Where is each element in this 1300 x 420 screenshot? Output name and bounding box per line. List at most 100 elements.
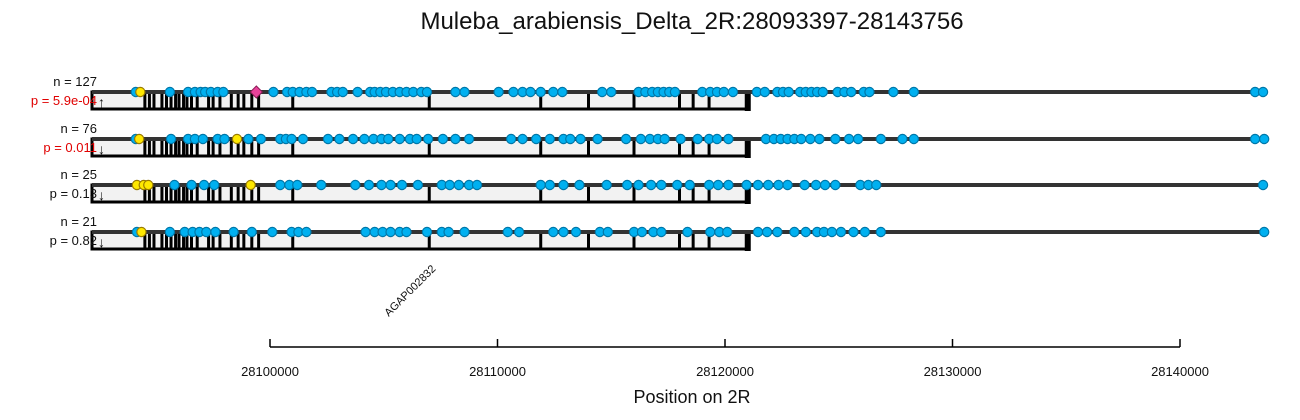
variant-point xyxy=(360,226,371,238)
variant-point xyxy=(383,133,394,145)
variant-point xyxy=(535,86,546,98)
row-n-label: n = 76 xyxy=(60,121,97,136)
variant-point xyxy=(817,86,829,98)
row-n-label: n = 25 xyxy=(60,167,97,182)
variant-point xyxy=(246,226,257,238)
variant-point xyxy=(422,133,434,145)
variant-point xyxy=(601,179,612,191)
variant-point xyxy=(692,133,703,145)
variant-point xyxy=(835,226,847,238)
variant-point xyxy=(286,133,297,145)
variant-point xyxy=(723,133,734,145)
variant-point xyxy=(334,133,345,145)
variant-point xyxy=(1258,133,1270,145)
variant-point xyxy=(897,133,908,145)
variant-point xyxy=(843,133,855,145)
x-tick-label: 28100000 xyxy=(241,364,299,379)
variant-point xyxy=(401,226,412,238)
row-n-label: n = 127 xyxy=(53,74,97,89)
variant-point xyxy=(493,86,504,98)
variant-point xyxy=(675,133,686,145)
variant-point xyxy=(350,179,361,191)
variant-point xyxy=(908,86,920,98)
variant-point xyxy=(826,226,838,238)
variant-point xyxy=(459,86,470,98)
variant-point xyxy=(875,226,887,238)
variant-point-yellow xyxy=(135,86,146,98)
variant-point xyxy=(535,179,546,191)
variant-point-yellow xyxy=(231,133,243,145)
variant-point xyxy=(711,133,723,145)
gene-label: AGAP002832 xyxy=(382,263,438,319)
variant-point xyxy=(243,133,254,145)
variant-point xyxy=(292,179,303,191)
variant-point xyxy=(602,226,614,238)
variant-point xyxy=(450,133,461,145)
variant-point xyxy=(656,226,667,238)
variant-point xyxy=(443,226,454,238)
variant-point xyxy=(201,226,212,238)
variant-point xyxy=(575,133,586,145)
x-tick-label: 28120000 xyxy=(696,364,754,379)
variant-point xyxy=(805,133,816,145)
variant-point xyxy=(557,86,568,98)
variant-point xyxy=(322,133,334,145)
row-direction-arrow: ↑ xyxy=(98,94,105,110)
variant-point xyxy=(513,226,525,238)
variant-point xyxy=(164,226,176,238)
variant-point xyxy=(705,226,716,238)
variant-point xyxy=(209,179,220,191)
variant-point xyxy=(741,179,752,191)
variant-point xyxy=(197,133,209,145)
variant-point xyxy=(1257,179,1269,191)
variant-point xyxy=(444,179,455,191)
variant-point xyxy=(810,179,822,191)
variant-point xyxy=(450,86,461,98)
variant-row: n = 127 p = 5.9e-04 ↑ xyxy=(31,74,1269,111)
variant-point xyxy=(347,133,359,145)
variant-point xyxy=(684,179,695,191)
variant-point xyxy=(517,133,528,145)
variant-point xyxy=(606,86,617,98)
variant-point xyxy=(830,179,841,191)
variant-point xyxy=(544,133,556,145)
variant-point xyxy=(394,133,405,145)
variant-point xyxy=(1258,226,1270,238)
variant-point xyxy=(459,226,470,238)
variant-point xyxy=(796,133,807,145)
variant-point xyxy=(548,86,559,98)
variant-point xyxy=(548,226,559,238)
variant-point xyxy=(385,226,396,238)
variant-point xyxy=(421,86,433,98)
variant-point xyxy=(558,226,569,238)
variant-point xyxy=(846,86,857,98)
variant-point xyxy=(210,226,221,238)
variant-point xyxy=(306,86,318,98)
variant-point xyxy=(752,226,764,238)
variant-point xyxy=(659,133,670,145)
variant-point xyxy=(471,179,483,191)
variant-point xyxy=(789,226,800,238)
variant-point xyxy=(852,133,864,145)
variant-point xyxy=(352,86,363,98)
variant-point xyxy=(645,179,657,191)
variant-point xyxy=(656,179,667,191)
x-axis: 28100000 28110000 28120000 28130000 28140000 xyxy=(241,339,1209,379)
variant-point xyxy=(570,226,582,238)
variant-point xyxy=(165,133,177,145)
variant-point xyxy=(763,179,774,191)
variant-point xyxy=(723,179,734,191)
variant-point xyxy=(228,226,239,238)
variant-point xyxy=(558,179,569,191)
variant-point xyxy=(337,86,348,98)
variant-point xyxy=(908,133,920,145)
variant-point xyxy=(635,133,647,145)
row-direction-arrow: ↓ xyxy=(98,234,105,250)
variant-point xyxy=(772,226,783,238)
row-direction-arrow: ↓ xyxy=(98,187,105,203)
variant-point xyxy=(830,133,841,145)
variant-point xyxy=(164,86,176,98)
variant-point-yellow xyxy=(143,179,154,191)
